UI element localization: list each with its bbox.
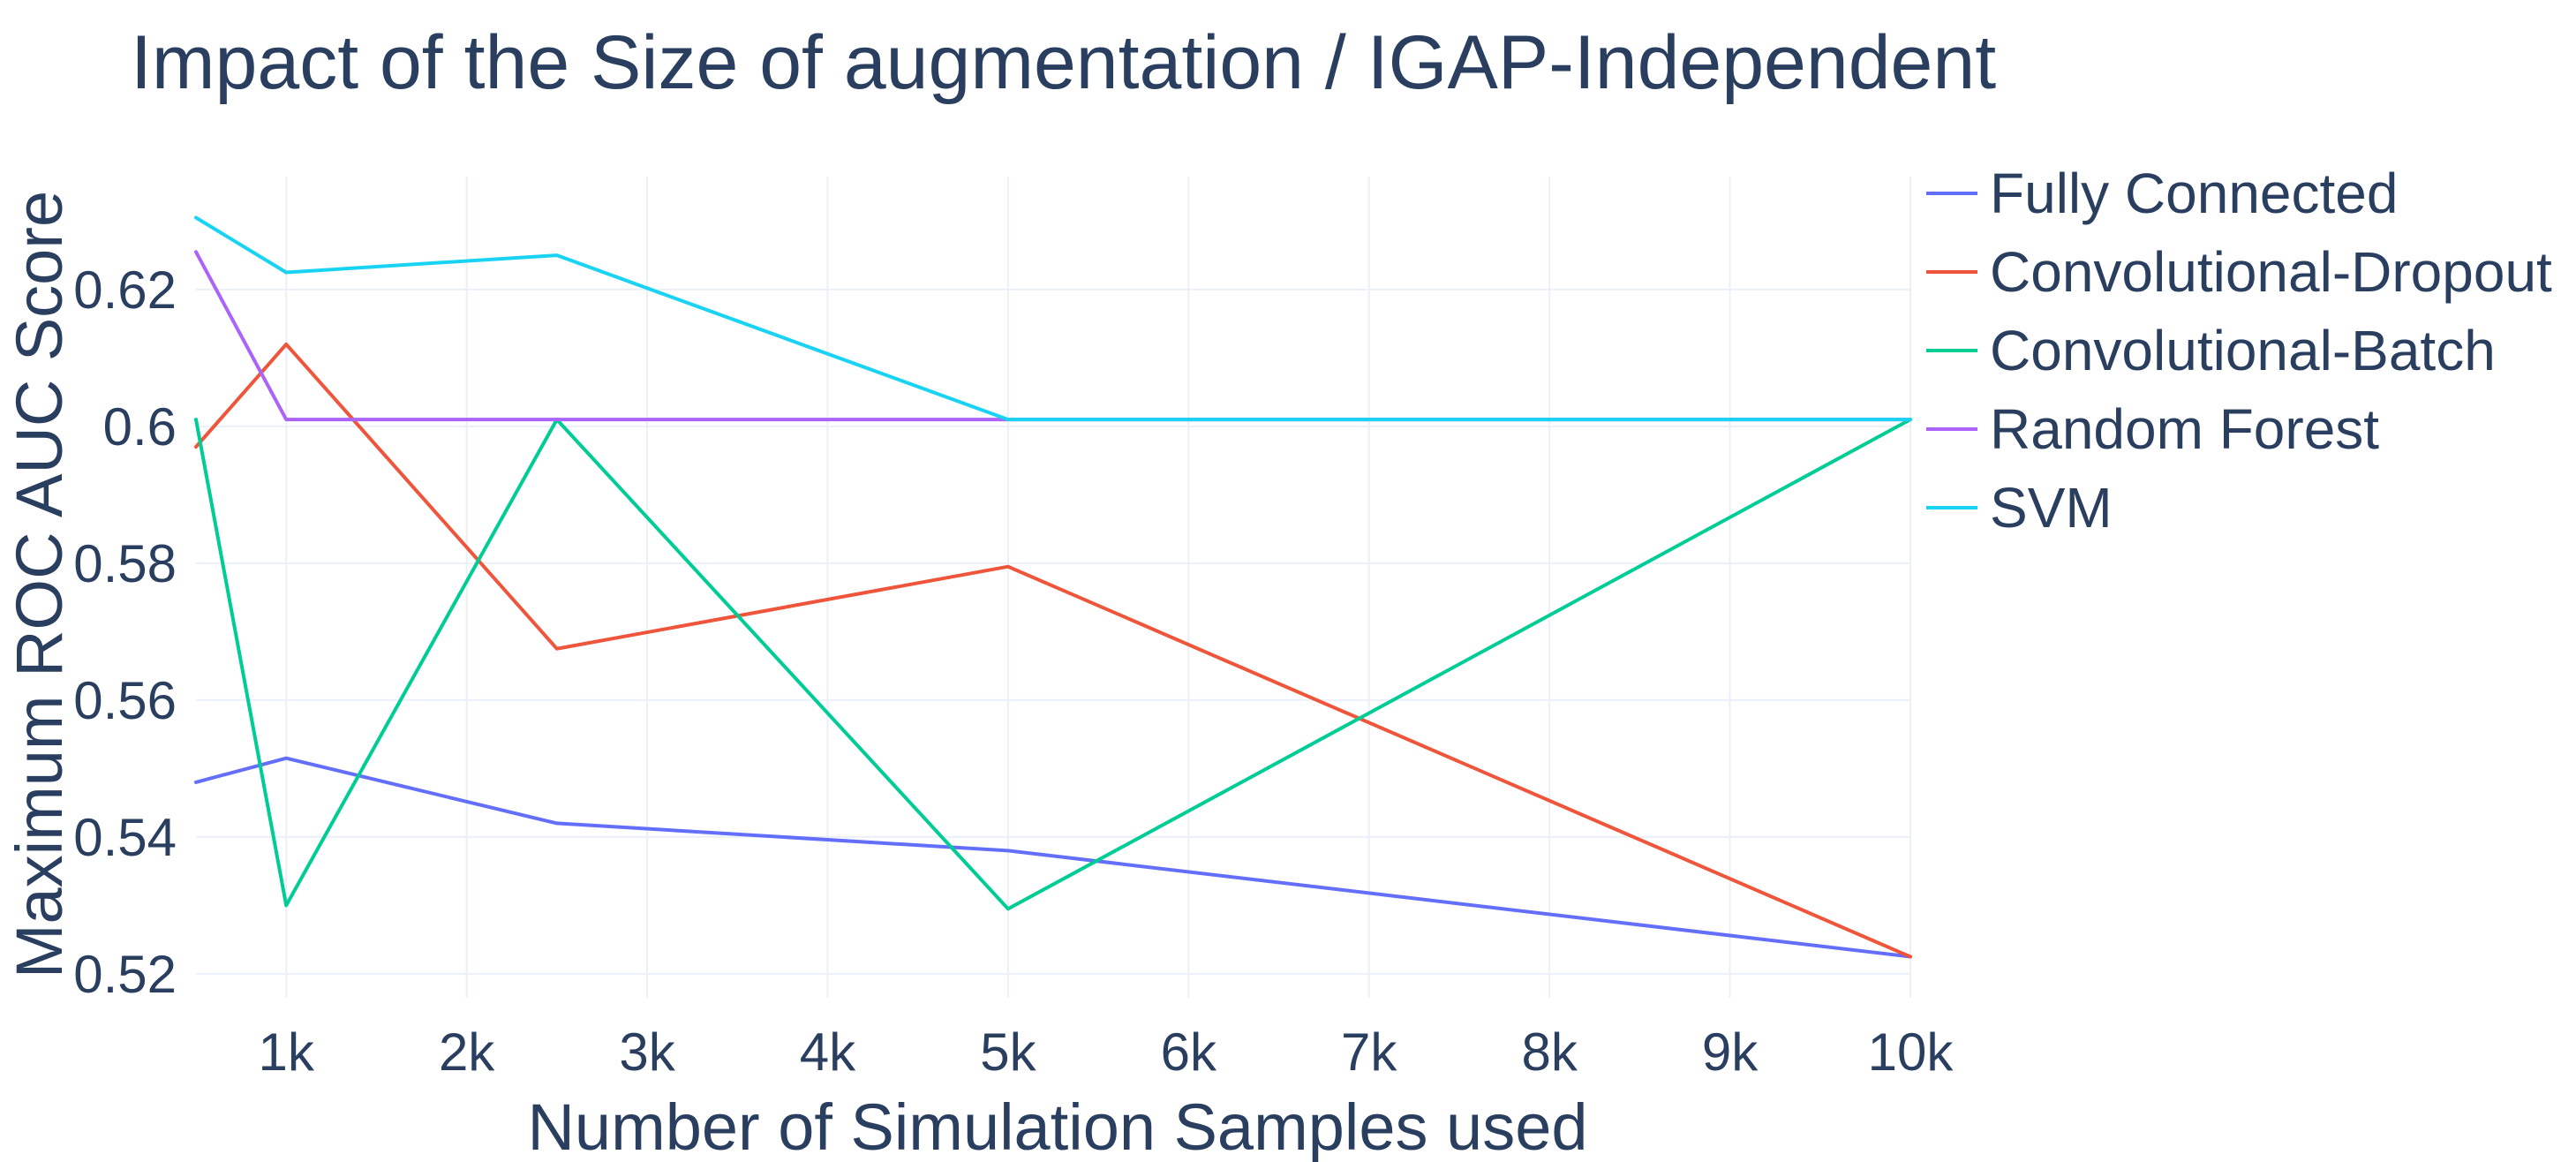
- x-tick-label: 3k: [619, 1022, 675, 1082]
- series-line-2: [194, 418, 1912, 911]
- series-line-3: [194, 250, 1912, 422]
- x-tick-label: 8k: [1521, 1022, 1578, 1082]
- legend-label: Convolutional-Dropout: [1990, 240, 2552, 304]
- y-tick-label: 0.54: [73, 808, 177, 867]
- y-tick-label: 0.52: [73, 945, 177, 1004]
- y-tick-label: 0.62: [73, 260, 177, 320]
- legend-item[interactable]: Convolutional-Dropout: [1926, 240, 2552, 304]
- legend-item[interactable]: SVM: [1926, 476, 2113, 540]
- series-line-4: [194, 215, 1912, 422]
- series-line-1: [194, 342, 1912, 959]
- legend-label: Convolutional-Batch: [1990, 319, 2496, 382]
- x-axis-title: Number of Simulation Samples used: [527, 1090, 1587, 1162]
- series-line-0: [194, 756, 1912, 959]
- x-tick-label: 9k: [1702, 1022, 1759, 1082]
- x-tick-label: 7k: [1341, 1022, 1397, 1082]
- x-tick-label: 5k: [980, 1022, 1036, 1082]
- x-tick-label: 4k: [800, 1022, 856, 1082]
- legend[interactable]: Fully Connected Convolutional-Dropout Conv…: [1926, 162, 2552, 540]
- legend-label: Random Forest: [1990, 397, 2379, 461]
- y-axis-title: Maximum ROC AUC Score: [3, 191, 76, 978]
- y-tick-label: 0.56: [73, 671, 177, 730]
- x-tick-label: 1k: [259, 1022, 315, 1082]
- plot-area: [194, 215, 1912, 959]
- y-tick-label: 0.58: [73, 534, 177, 593]
- legend-item[interactable]: Fully Connected: [1926, 162, 2398, 225]
- legend-item[interactable]: Random Forest: [1926, 397, 2379, 461]
- y-tick-label: 0.6: [103, 397, 177, 456]
- y-axis-ticks: 0.52 0.54 0.56 0.58 0.6 0.62: [73, 260, 177, 1004]
- legend-label: Fully Connected: [1990, 162, 2398, 225]
- x-tick-label: 10k: [1868, 1022, 1955, 1082]
- chart-title: Impact of the Size of augmentation / IGA…: [131, 20, 1996, 105]
- x-axis-ticks: 1k 2k 3k 4k 5k 6k 7k 8k 9k 10k: [259, 1022, 1955, 1082]
- x-tick-label: 6k: [1161, 1022, 1217, 1082]
- x-tick-label: 2k: [439, 1022, 495, 1082]
- legend-item[interactable]: Convolutional-Batch: [1926, 319, 2496, 382]
- legend-label: SVM: [1990, 476, 2113, 540]
